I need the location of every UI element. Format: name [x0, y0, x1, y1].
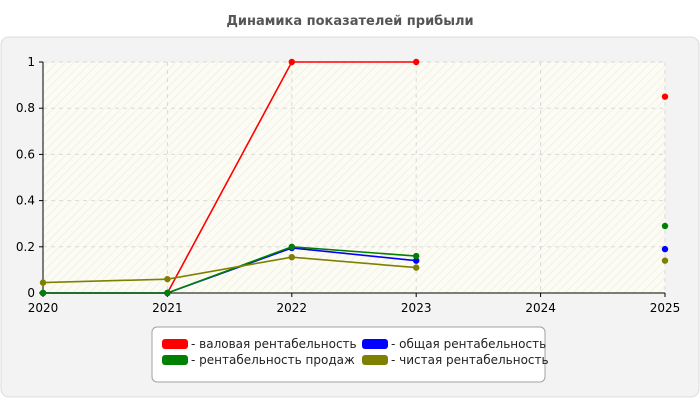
data-point-net-margin [39, 279, 47, 286]
legend-box [151, 326, 546, 383]
legend-label-sales-margin: - рентабельность продаж [191, 353, 355, 367]
y-tick-label: 1 [27, 55, 35, 69]
legend: - валовая рентабельность - общая рентабе… [151, 326, 549, 383]
y-tick-label: 0 [27, 286, 35, 300]
x-tick-label: 2024 [525, 301, 556, 315]
chart-title: Динамика показателей прибыли [226, 14, 473, 29]
data-point-sales-margin [661, 222, 669, 230]
legend-swatch-overall-margin [362, 339, 388, 349]
data-point-overall-margin [661, 245, 669, 253]
data-point-sales-margin [164, 289, 171, 297]
legend-swatch-sales-margin [162, 355, 188, 365]
legend-swatch-gross-margin [162, 339, 188, 349]
x-tick-label: 2022 [277, 301, 308, 315]
x-tick-label: 2020 [28, 301, 59, 315]
data-point-sales-margin [413, 252, 420, 260]
y-tick-label: 0.8 [16, 101, 35, 115]
data-point-sales-margin [288, 243, 295, 250]
y-tick-label: 0.2 [16, 240, 35, 254]
data-point-sales-margin [39, 289, 47, 297]
data-point-gross-margin [413, 58, 420, 66]
x-tick-label: 2023 [401, 301, 432, 315]
y-tick-label: 0.4 [16, 194, 35, 208]
data-point-net-margin [661, 257, 669, 264]
data-point-net-margin [413, 264, 420, 271]
data-point-net-margin [164, 275, 171, 283]
legend-label-overall-margin: - общая рентабельность [391, 337, 546, 351]
data-point-gross-margin [661, 93, 669, 100]
x-tick-label: 2025 [650, 301, 681, 315]
legend-label-gross-margin: - валовая рентабельность [191, 337, 357, 351]
plot-area [43, 62, 665, 293]
series-line-net-margin [42, 256, 417, 284]
data-point-overall-margin [413, 257, 420, 264]
legend-label-net-margin: - чистая рентабельность [391, 353, 549, 367]
data-point-net-margin [288, 253, 295, 261]
data-point-gross-margin [288, 58, 295, 66]
series-layer [39, 58, 669, 297]
y-tick-label: 0.6 [16, 147, 35, 161]
series-line-sales-margin [43, 245, 417, 294]
x-tick-label: 2021 [152, 301, 183, 315]
legend-swatch-net-margin [362, 355, 388, 365]
